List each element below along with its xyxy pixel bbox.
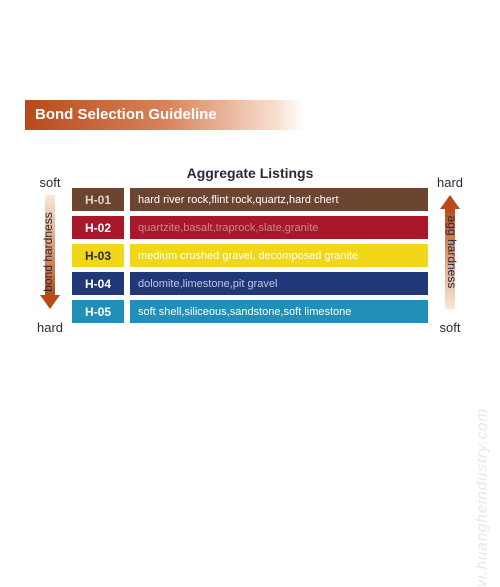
agg-hardness-scale: hard soft agg hardness: [430, 175, 470, 335]
table-row: H-04 dolomite,limestone,pit gravel: [72, 272, 428, 295]
desc-cell: dolomite,limestone,pit gravel: [130, 272, 428, 295]
right-scale-label: agg hardness: [445, 202, 459, 302]
code-cell: H-05: [72, 300, 124, 323]
code-cell: H-02: [72, 216, 124, 239]
aggregate-table: H-01 hard river rock,flint rock,quartz,ha…: [72, 188, 428, 328]
bond-hardness-scale: soft hard bond hardness: [30, 175, 70, 335]
desc-cell: quartzite,basalt,traprock,slate,granite: [130, 216, 428, 239]
right-scale-top: hard: [430, 175, 470, 190]
code-cell: H-01: [72, 188, 124, 211]
table-row: H-02 quartzite,basalt,traprock,slate,gran…: [72, 216, 428, 239]
table-row: H-03 medium crushed gravel, decomposed gr…: [72, 244, 428, 267]
code-cell: H-04: [72, 272, 124, 295]
desc-cell: medium crushed gravel, decomposed granit…: [130, 244, 428, 267]
table-row: H-01 hard river rock,flint rock,quartz,ha…: [72, 188, 428, 211]
watermark: vi.huangheindustry.com: [473, 408, 490, 587]
right-scale-bottom: soft: [430, 320, 470, 335]
left-scale-top: soft: [30, 175, 70, 190]
left-scale-bottom: hard: [30, 320, 70, 335]
code-cell: H-03: [72, 244, 124, 267]
title-text: Bond Selection Guideline: [35, 106, 217, 123]
desc-cell: soft shell,siliceous,sandstone,soft lime…: [130, 300, 428, 323]
left-scale-label: bond hardness: [41, 202, 55, 302]
desc-cell: hard river rock,flint rock,quartz,hard c…: [130, 188, 428, 211]
table-row: H-05 soft shell,siliceous,sandstone,soft …: [72, 300, 428, 323]
title-bar: Bond Selection Guideline: [25, 100, 305, 130]
subtitle: Aggregate Listings: [0, 165, 500, 181]
